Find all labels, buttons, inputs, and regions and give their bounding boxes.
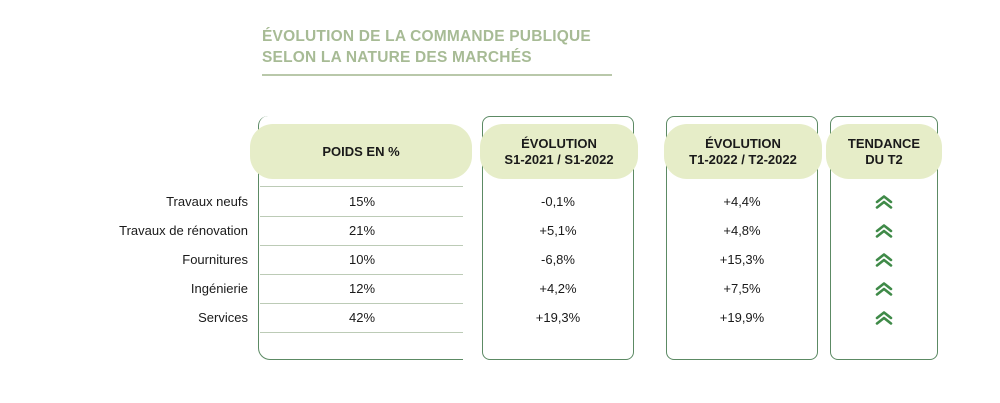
weight-cell: 15%: [348, 194, 376, 209]
header-weight-label: POIDS EN %: [322, 143, 400, 159]
evolution-quarter-cell: +4,8%: [723, 223, 761, 238]
trend-cell: [831, 311, 937, 325]
evolution-semester-cell: -6,8%: [541, 252, 575, 267]
double-chevron-up-icon: [875, 195, 893, 209]
row-label: Travaux neufs: [166, 194, 248, 209]
evolution-semester-cell: +5,1%: [539, 223, 577, 238]
weight-cell: 42%: [348, 310, 376, 325]
weight-cell: 21%: [348, 223, 376, 238]
weight-cell: 10%: [348, 252, 376, 267]
header-evolution-semester: ÉVOLUTION S1-2021 / S1-2022: [480, 124, 638, 179]
row-label: Fournitures: [182, 252, 248, 267]
row-divider: [260, 332, 463, 333]
header-trend: TENDANCE DU T2: [826, 124, 942, 179]
page-title: ÉVOLUTION DE LA COMMANDE PUBLIQUE SELON …: [262, 26, 622, 68]
trend-cell: [831, 224, 937, 238]
header-evolution-quarter-line2: T1-2022 / T2-2022: [689, 151, 797, 167]
trend-column-frame: [830, 116, 938, 360]
row-divider: [260, 186, 463, 187]
title-underline: [262, 74, 612, 76]
evolution-quarter-column-frame: [666, 116, 818, 360]
evolution-semester-cell: +19,3%: [535, 310, 581, 325]
row-divider: [260, 245, 463, 246]
trend-cell: [831, 195, 937, 209]
trend-cell: [831, 253, 937, 267]
header-evolution-semester-line2: S1-2021 / S1-2022: [504, 151, 614, 167]
row-label: Services: [198, 310, 248, 325]
row-label: Ingénierie: [190, 281, 248, 296]
title-line-1: ÉVOLUTION DE LA COMMANDE PUBLIQUE: [262, 28, 591, 45]
double-chevron-up-icon: [875, 224, 893, 238]
evolution-quarter-cell: +4,4%: [723, 194, 761, 209]
header-weight: POIDS EN %: [250, 124, 472, 179]
trend-cell: [831, 282, 937, 296]
evolution-semester-cell: -0,1%: [541, 194, 575, 209]
title-line-2: SELON LA NATURE DES MARCHÉS: [262, 49, 532, 66]
row-divider: [260, 216, 463, 217]
header-trend-line2: DU T2: [865, 151, 903, 167]
header-trend-line1: TENDANCE: [847, 135, 921, 151]
double-chevron-up-icon: [875, 253, 893, 267]
weight-column-frame: [258, 116, 463, 360]
evolution-semester-column-frame: [482, 116, 634, 360]
row-label: Travaux de rénovation: [119, 223, 248, 238]
header-evolution-quarter-line1: ÉVOLUTION: [705, 135, 781, 151]
header-evolution-quarter: ÉVOLUTION T1-2022 / T2-2022: [664, 124, 822, 179]
evolution-quarter-cell: +7,5%: [723, 281, 761, 296]
header-evolution-semester-line1: ÉVOLUTION: [521, 135, 597, 151]
row-divider: [260, 274, 463, 275]
row-divider: [260, 303, 463, 304]
evolution-semester-cell: +4,2%: [539, 281, 577, 296]
evolution-quarter-cell: +19,9%: [719, 310, 765, 325]
double-chevron-up-icon: [875, 282, 893, 296]
double-chevron-up-icon: [875, 311, 893, 325]
weight-cell: 12%: [348, 281, 376, 296]
evolution-quarter-cell: +15,3%: [719, 252, 765, 267]
